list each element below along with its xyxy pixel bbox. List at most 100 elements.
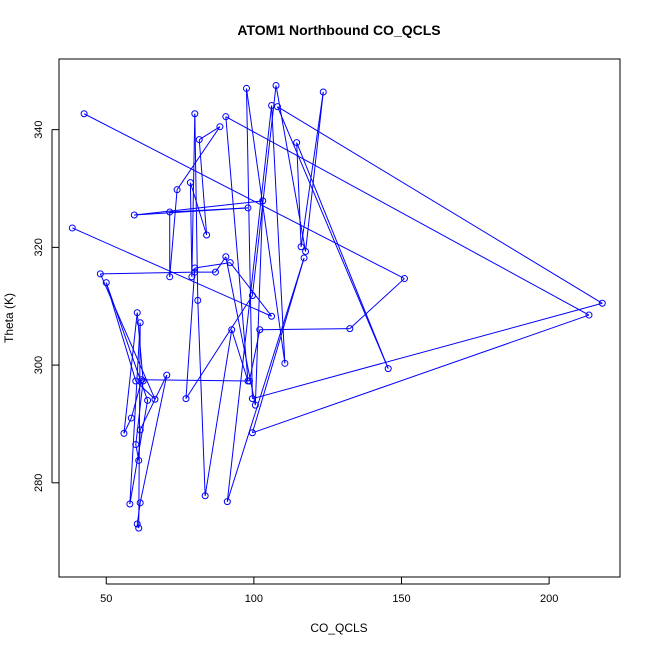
series-segment	[277, 106, 603, 304]
data-point	[259, 197, 267, 205]
data-point	[384, 365, 392, 373]
data-point	[222, 253, 230, 261]
series-segment	[100, 271, 195, 275]
series-segment	[129, 400, 149, 505]
series-segment	[169, 207, 248, 213]
series-segment	[296, 142, 302, 247]
data-point	[201, 492, 209, 500]
series-segment	[185, 295, 253, 399]
data-point	[186, 179, 194, 187]
data-point	[173, 186, 181, 194]
data-point	[191, 110, 199, 118]
series-segment	[169, 189, 178, 277]
data-point	[346, 325, 354, 333]
series-segment	[176, 126, 221, 190]
y-tick-label: 320	[33, 238, 45, 256]
plot-frame	[58, 58, 621, 578]
data-point	[133, 520, 141, 528]
series-segment	[245, 88, 286, 364]
data-point	[242, 84, 250, 92]
data-point	[96, 270, 104, 278]
y-tick-label: 280	[33, 474, 45, 492]
series-segment	[191, 113, 196, 277]
data-point	[126, 500, 134, 508]
data-point	[222, 113, 230, 121]
data-point	[297, 243, 305, 251]
data-point	[163, 371, 171, 379]
series-segment	[229, 262, 272, 317]
series-segment	[245, 88, 253, 399]
data-point	[598, 299, 606, 307]
series-segment	[185, 267, 196, 399]
series-segment	[275, 85, 307, 252]
data-point	[132, 377, 140, 385]
series-segment	[226, 105, 273, 502]
data-point	[216, 123, 224, 131]
x-axis-label: CO_QCLS	[310, 621, 367, 635]
data-point	[139, 377, 147, 385]
data-point	[226, 259, 234, 267]
series-segment	[198, 139, 208, 236]
data-point	[585, 311, 593, 319]
data-point	[195, 136, 203, 144]
data-point	[191, 264, 199, 272]
data-point	[144, 396, 152, 404]
data-point	[80, 110, 88, 118]
data-point	[293, 139, 301, 147]
series-segment	[138, 322, 141, 529]
data-point	[251, 401, 259, 409]
series-segment	[198, 126, 221, 141]
data-point	[120, 429, 128, 437]
series-segment	[226, 257, 305, 502]
series-segment	[251, 85, 277, 296]
series-segment	[252, 314, 590, 434]
data-point	[211, 268, 219, 276]
series-segment	[129, 322, 141, 505]
series-segment	[251, 257, 305, 433]
data-point	[182, 395, 190, 403]
data-point	[302, 247, 310, 255]
y-axis: 280 300 320 340	[33, 120, 59, 492]
x-tick-label: 150	[392, 593, 410, 605]
data-point	[135, 524, 143, 532]
data-point	[272, 81, 280, 89]
series-segment	[225, 116, 590, 316]
series-segment	[141, 379, 250, 382]
series-segment	[225, 116, 249, 382]
x-tick-label: 100	[245, 593, 263, 605]
series-segment	[139, 374, 168, 503]
data-point	[248, 429, 256, 437]
data-point	[194, 296, 202, 304]
series-segment	[135, 380, 156, 400]
data-point	[268, 312, 276, 320]
series-segment	[231, 329, 249, 382]
y-tick-label: 340	[33, 120, 45, 138]
series-segment	[271, 105, 286, 364]
data-point	[136, 499, 144, 507]
series-segment	[139, 374, 168, 431]
data-point	[136, 319, 144, 327]
data-point	[102, 279, 110, 287]
data-point	[281, 359, 289, 367]
data-point	[244, 377, 252, 385]
y-axis-label: Theta (K)	[2, 293, 16, 343]
data-point	[68, 224, 76, 232]
data-point	[223, 498, 231, 506]
data-point	[136, 426, 144, 434]
x-tick-label: 50	[100, 593, 112, 605]
data-point	[135, 456, 143, 464]
data-point	[133, 309, 141, 317]
y-tick-label: 300	[33, 356, 45, 374]
chart-title: ATOM1 Northbound CO_QCLS	[237, 22, 440, 38]
x-tick-label: 200	[540, 593, 558, 605]
series-points	[68, 81, 606, 532]
series-segment	[99, 273, 156, 400]
data-point	[151, 395, 159, 403]
series-segment	[197, 300, 206, 496]
data-point	[400, 275, 408, 283]
data-point	[166, 208, 174, 216]
data-point	[127, 414, 135, 422]
data-point	[203, 231, 211, 239]
series-segment	[83, 113, 405, 280]
